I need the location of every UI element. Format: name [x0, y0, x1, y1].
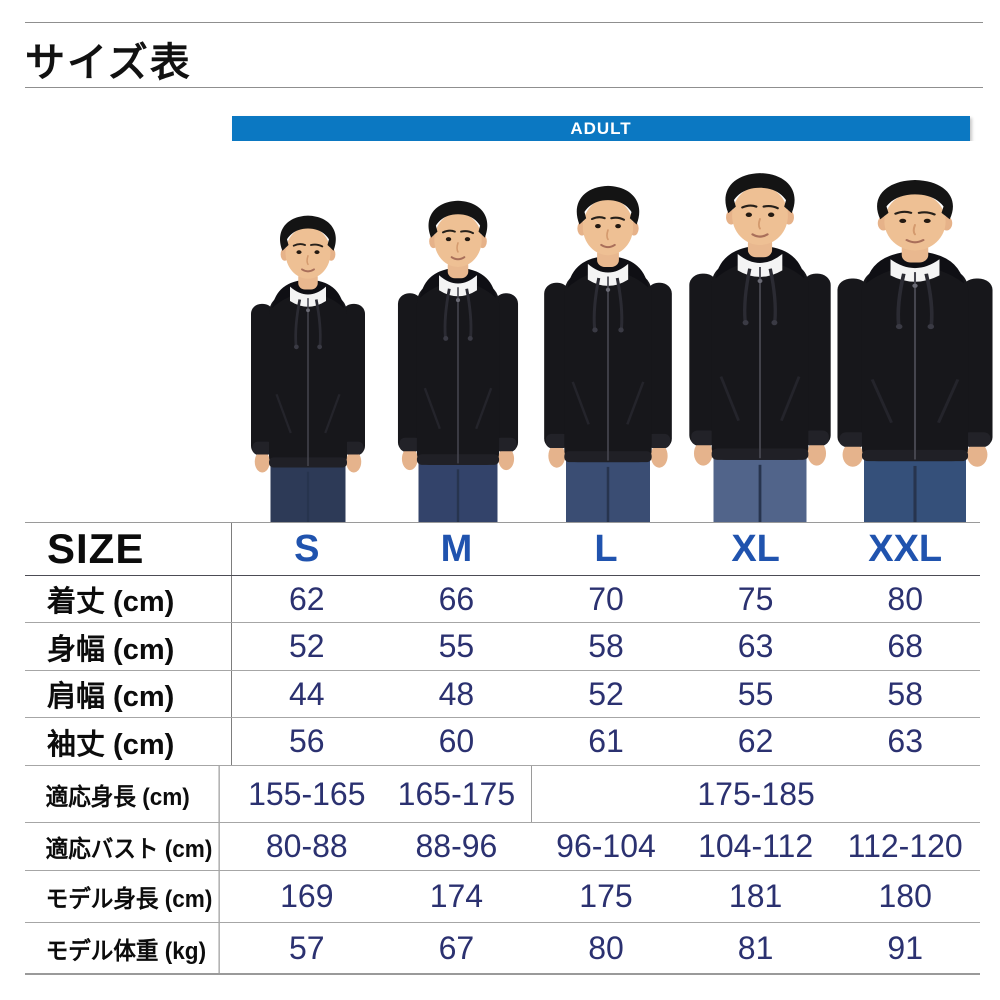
cell-value: 67 [438, 929, 475, 966]
column-header-l: L [594, 527, 618, 570]
table-row-model-weight: モデル体重 (kg) 57 67 80 81 91 [25, 922, 980, 975]
cell-value: 169 [280, 878, 334, 914]
model-photo-size-m [379, 197, 537, 522]
cell-value: 58 [588, 628, 624, 664]
cell-value: 56 [289, 723, 325, 759]
model-photo-size-s [233, 212, 383, 522]
cell-value: 112-120 [847, 828, 963, 864]
size-table: SIZE S M L XL XXL 着丈 (cm) 62 66 70 75 80… [25, 522, 980, 975]
cell-value: 180 [878, 878, 932, 914]
cell-value: 62 [289, 580, 325, 617]
cell-value: 80 [588, 929, 624, 966]
cell-value: 175 [579, 878, 633, 914]
cell-value-merged-l-xxl: 175-185 [531, 766, 980, 822]
column-header-m: M [440, 527, 473, 570]
cell-value: 52 [588, 675, 624, 712]
adult-banner: ADULT [232, 116, 970, 141]
cell-value: 55 [737, 675, 774, 712]
column-header-s: S [294, 527, 320, 570]
top-divider [25, 22, 983, 23]
model-photo [232, 141, 1000, 522]
cell-value: 62 [737, 723, 774, 759]
column-header-xxl: XXL [868, 527, 943, 570]
table-row-model-height: モデル身長 (cm) 169 174 175 181 180 [25, 870, 980, 922]
cell-value: 80 [887, 580, 923, 617]
cell-value: 66 [438, 580, 475, 617]
row-label: 肩幅 (cm) [25, 671, 232, 717]
table-row-shoulder-width: 肩幅 (cm) 44 48 52 55 58 [25, 670, 980, 717]
table-row-fit-height: 適応身長 (cm) 155-165 165-175 175-185 [25, 765, 980, 822]
table-row-fit-bust: 適応バスト (cm) 80-88 88-96 96-104 104-112 11… [25, 822, 980, 870]
cell-value: 68 [887, 628, 923, 664]
cell-value: 52 [289, 628, 325, 664]
row-label: 着丈 (cm) [25, 576, 232, 622]
cell-value: 75 [737, 580, 774, 617]
page-title: サイズ表 [25, 41, 192, 85]
table-row-body-length: 着丈 (cm) 62 66 70 75 80 [25, 575, 980, 622]
size-table-header-row: SIZE S M L XL XXL [25, 522, 980, 575]
table-row-body-width: 身幅 (cm) 52 55 58 63 68 [25, 622, 980, 670]
cell-value: 61 [588, 723, 624, 759]
cell-value: 80-88 [265, 828, 348, 864]
cell-value: 88-96 [415, 828, 498, 864]
cell-value: 57 [289, 929, 325, 966]
table-row-sleeve-length: 袖丈 (cm) 56 60 61 62 63 [25, 717, 980, 765]
cell-value: 104-112 [698, 828, 814, 864]
cell-value: 58 [887, 675, 923, 712]
cell-value: 96-104 [556, 828, 656, 864]
cell-value: 48 [438, 675, 475, 712]
model-photo-size-xxl [813, 176, 1000, 522]
row-label: 袖丈 (cm) [25, 718, 232, 765]
row-label: 身幅 (cm) [25, 623, 232, 670]
cell-value: 174 [429, 878, 484, 914]
row-label: モデル体重 (kg) [25, 923, 220, 973]
row-label: 適応身長 (cm) [25, 766, 220, 822]
cell-value: 165-175 [397, 775, 516, 812]
size-header-label: SIZE [25, 523, 232, 575]
cell-value: 81 [737, 929, 774, 966]
cell-value: 181 [728, 878, 783, 914]
adult-banner-label: ADULT [570, 118, 632, 138]
cell-value: 55 [438, 628, 475, 664]
column-header-xl: XL [731, 527, 780, 570]
cell-value: 155-165 [248, 775, 366, 812]
row-label: モデル身長 (cm) [25, 871, 220, 922]
row-label: 適応バスト (cm) [25, 823, 220, 870]
cell-value: 44 [289, 675, 325, 712]
cell-value: 63 [887, 723, 923, 759]
cell-value: 91 [887, 929, 923, 966]
cell-value: 60 [438, 723, 475, 759]
cell-value: 70 [588, 580, 624, 617]
cell-value: 63 [737, 628, 774, 664]
title-divider [25, 87, 983, 88]
